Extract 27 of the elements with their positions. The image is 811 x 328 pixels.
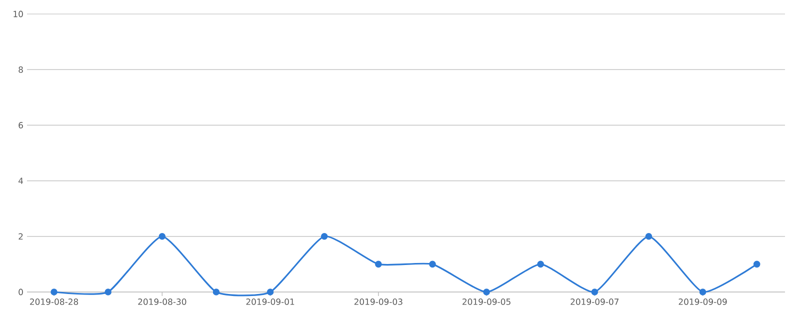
point xyxy=(320,233,328,240)
point xyxy=(266,288,274,296)
point xyxy=(429,260,436,268)
x-tick-label: 2019-08-30 xyxy=(138,298,186,305)
x-tick-label: 2019-09-07 xyxy=(570,298,619,305)
point xyxy=(212,288,220,296)
point xyxy=(375,260,382,268)
y-tick-label: 8 xyxy=(18,66,23,73)
point xyxy=(537,260,544,268)
point xyxy=(104,288,112,296)
point xyxy=(699,288,706,296)
y-tick-label: 4 xyxy=(18,178,23,184)
point xyxy=(753,260,760,268)
x-tick-label: 2019-09-05 xyxy=(462,298,510,305)
x-tick-label: 2019-09-01 xyxy=(246,298,294,305)
point xyxy=(483,288,490,296)
y-tick-label: 2 xyxy=(18,233,23,240)
x-tick-label: 2019-09-03 xyxy=(354,298,402,305)
x-tick-label: 2019-09-09 xyxy=(678,298,727,305)
x-tick-label: 2019-08-28 xyxy=(30,298,78,305)
point xyxy=(50,288,58,296)
y-tick-label: 10 xyxy=(14,10,23,18)
y-tick-label: 0 xyxy=(18,288,23,296)
y-tick-label: 6 xyxy=(18,122,23,128)
point xyxy=(591,288,598,296)
point xyxy=(645,233,652,240)
point xyxy=(158,233,166,240)
